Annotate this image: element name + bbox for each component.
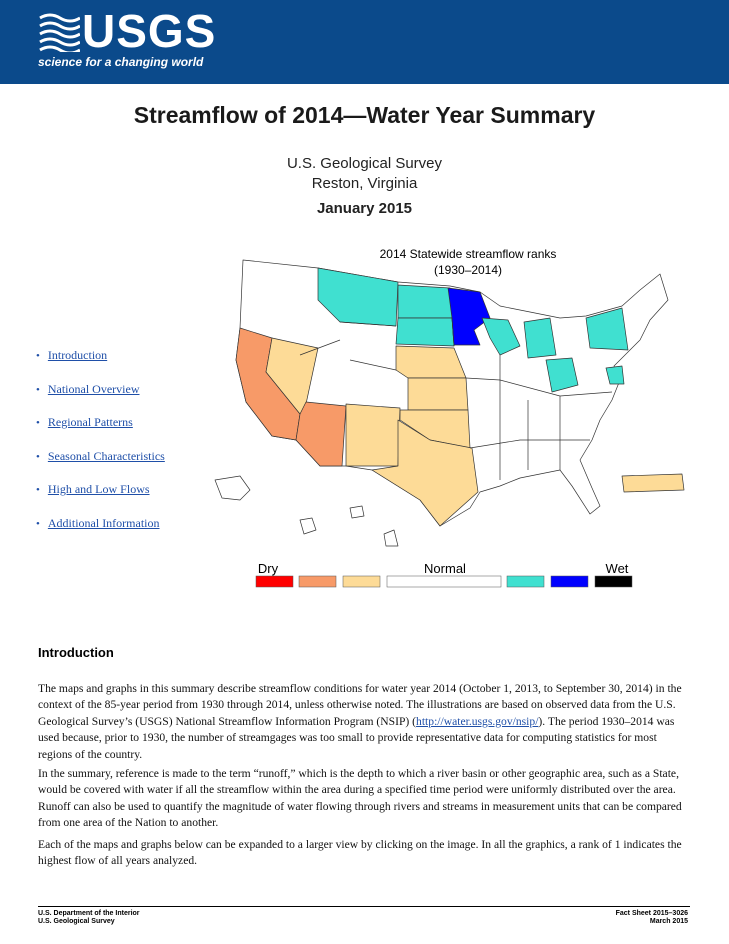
- legend-wet: Wet: [606, 561, 629, 576]
- streamflow-map: 2014 Statewide streamflow ranks (1930–20…: [214, 247, 685, 588]
- nav-link[interactable]: Seasonal Characteristics: [47, 448, 165, 463]
- logo-icon: [39, 13, 80, 52]
- footer-rule: [38, 906, 690, 907]
- paragraph: In the summary, reference is made to the…: [38, 767, 682, 830]
- logo-text: USGS: [82, 5, 217, 57]
- nav-item: Additional Information: [36, 516, 165, 550]
- nav-link[interactable]: Additional Information: [47, 515, 160, 530]
- nav-list: Introduction National Overview Regional Pa…: [36, 348, 165, 550]
- map-title: 2014 Statewide streamflow ranks: [380, 247, 557, 261]
- footer-right: Fact Sheet 2015–3026 March 2015: [616, 910, 688, 926]
- nav-link[interactable]: High and Low Flows: [47, 482, 150, 497]
- nav-link[interactable]: National Overview: [47, 381, 140, 396]
- header-banner: USGS science for a changing world: [0, 0, 729, 84]
- paragraph-text: The maps and graphs in this summary desc…: [38, 682, 682, 728]
- paragraph-text: ). The period 1930–2014 was used because…: [38, 714, 675, 761]
- footer-left: U.S. Department of the Interior U.S. Geo…: [38, 910, 140, 926]
- section-heading: Introduction: [38, 645, 114, 660]
- legend-swatch: [594, 575, 633, 588]
- tagline: science for a changing world: [38, 55, 204, 69]
- paragraph: Each of the maps and graphs below can be…: [38, 838, 682, 868]
- nav-link[interactable]: Introduction: [47, 348, 108, 362]
- author: U.S. Geological Survey: [286, 155, 443, 172]
- map-subtitle: (1930–2014): [434, 263, 502, 277]
- legend-dry: Dry: [258, 561, 279, 576]
- legend-swatch: [342, 575, 381, 588]
- footer-text: Fact Sheet 2015–3026: [615, 910, 688, 917]
- document-title: Streamflow of 2014—Water Year Summary: [133, 102, 596, 128]
- footer-text: March 2015: [649, 918, 688, 925]
- nav-link[interactable]: Regional Patterns: [47, 415, 133, 430]
- nav-item: National Overview: [36, 382, 165, 416]
- nav-item: Introduction: [36, 348, 165, 382]
- legend-swatch: [386, 575, 502, 588]
- footer-text: U.S. Geological Survey: [38, 918, 115, 925]
- footer-text: U.S. Department of the Interior: [38, 910, 140, 917]
- paragraph: The maps and graphs in this summary desc…: [38, 681, 690, 763]
- link[interactable]: http://water.usgs.gov/nsip/: [416, 714, 539, 728]
- legend-swatch: [506, 575, 545, 588]
- location: Reston, Virginia: [311, 175, 418, 192]
- legend-normal: Normal: [424, 561, 466, 576]
- legend-swatch: [255, 575, 294, 588]
- nav-item: High and Low Flows: [36, 482, 165, 516]
- date: January 2015: [316, 200, 413, 217]
- legend-swatch: [298, 575, 337, 588]
- nav-item: Seasonal Characteristics: [36, 449, 165, 483]
- nav-item: Regional Patterns: [36, 415, 165, 449]
- legend-swatch: [550, 575, 589, 588]
